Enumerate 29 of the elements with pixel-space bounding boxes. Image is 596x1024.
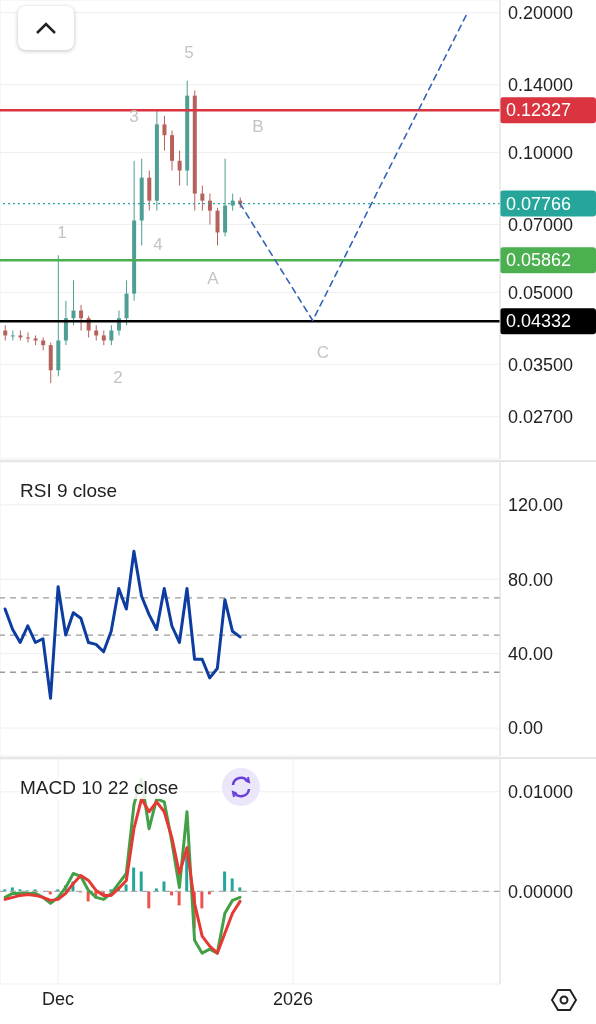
annotation: 2 — [113, 368, 123, 388]
annotation: 3 — [129, 107, 139, 127]
x-tick-label: 2026 — [273, 988, 314, 1009]
y-tick-label: 0.02700 — [508, 407, 574, 428]
text: MACD 10 22 close — [20, 777, 179, 799]
y-tick-label: 0.07000 — [508, 214, 574, 235]
text: RSI 9 close — [20, 480, 118, 502]
y-tick-label: 120.00 — [508, 495, 564, 516]
annotation: A — [207, 269, 219, 289]
annotation: 5 — [184, 43, 194, 63]
y-tick-label: 80.00 — [508, 569, 554, 590]
annotation: B — [252, 117, 264, 137]
ref-line-label: 0.05862 — [506, 250, 572, 271]
annotation: 4 — [153, 235, 163, 255]
y-tick-label: 0.01000 — [508, 782, 574, 803]
x-tick-label: Dec — [42, 988, 75, 1009]
y-tick-label: 0.03500 — [508, 354, 574, 375]
y-tick-label: 0.05000 — [508, 282, 574, 303]
annotation: 1 — [57, 223, 67, 243]
annotation: C — [316, 343, 330, 363]
y-tick-label: 40.00 — [508, 644, 554, 665]
y-tick-label: 0.00000 — [508, 881, 574, 902]
ref-line-label: 0.04332 — [506, 311, 572, 332]
y-tick-label: 0.14000 — [508, 75, 574, 96]
ref-line-label: 0.12327 — [506, 100, 572, 121]
y-tick-label: 0.20000 — [508, 3, 574, 24]
ref-line-label: 0.07766 — [506, 193, 572, 214]
y-tick-label: 0.10000 — [508, 142, 574, 163]
y-tick-label: 0.00 — [508, 718, 544, 739]
